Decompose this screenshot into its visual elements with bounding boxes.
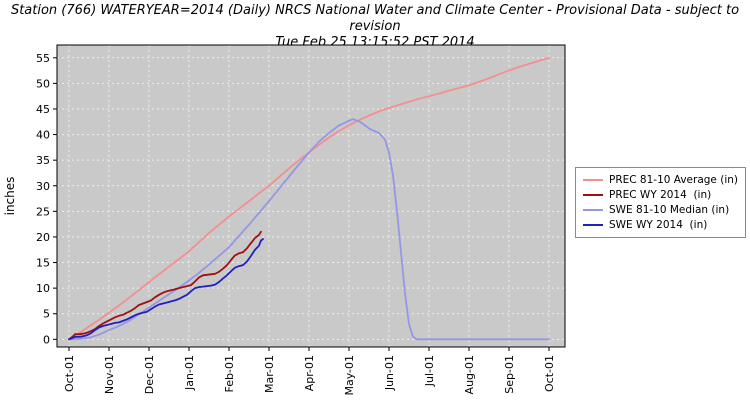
legend-label: SWE 81-10 Median (in): [609, 204, 730, 216]
chart-title: Station (766) WATERYEAR=2014 (Daily) NRC…: [10, 3, 740, 34]
y-tick-label: 20: [36, 231, 50, 244]
y-tick-label: 30: [36, 180, 50, 193]
x-tick-label: Nov-01: [103, 355, 116, 394]
legend-label: SWE WY 2014 (in): [609, 219, 708, 231]
legend-item: SWE 81-10 Median (in): [583, 204, 738, 216]
y-axis-label: inches: [3, 177, 17, 216]
legend-swatch-icon: [583, 224, 603, 226]
y-tick-label: 15: [36, 257, 50, 270]
plot-background: [57, 45, 565, 347]
plot-border: [56, 44, 566, 348]
x-tick-label: Jul-01: [423, 355, 436, 387]
x-tick-label: Aug-01: [463, 355, 476, 394]
legend-item: SWE WY 2014 (in): [583, 219, 738, 231]
x-tick-label: Sep-01: [503, 355, 516, 394]
legend-swatch-icon: [583, 179, 603, 181]
x-tick-label: Dec-01: [143, 355, 156, 394]
x-tick-label: May-01: [343, 355, 356, 396]
y-tick-label: 55: [36, 52, 50, 65]
legend-item: PREC 81-10 Average (in): [583, 174, 738, 186]
y-tick-label: 50: [36, 77, 50, 90]
series-line-3: [68, 118, 550, 341]
legend-label: PREC WY 2014 (in): [609, 189, 712, 201]
legend: PREC 81-10 Average (in) PREC WY 2014 (in)…: [575, 167, 746, 238]
x-tick-label: Mar-01: [263, 355, 276, 393]
series-line-2: [68, 230, 262, 341]
legend-swatch-icon: [583, 194, 603, 196]
legend-label: PREC 81-10 Average (in): [609, 174, 738, 186]
x-tick-label: Oct-01: [543, 355, 556, 392]
legend-swatch-icon: [583, 209, 603, 211]
x-tick-label: Oct-01: [63, 355, 76, 392]
x-tick-label: Jan-01: [183, 355, 196, 391]
y-tick-label: 40: [36, 129, 50, 142]
y-tick-label: 0: [43, 333, 50, 346]
y-tick-label: 10: [36, 282, 50, 295]
y-tick-label: 45: [36, 103, 50, 116]
x-tick-label: Apr-01: [303, 355, 316, 391]
y-tick-label: 35: [36, 154, 50, 167]
y-tick-label: 25: [36, 205, 50, 218]
x-tick-label: Feb-01: [223, 355, 236, 392]
y-tick-label: 5: [43, 308, 50, 321]
x-tick-label: Jun-01: [383, 355, 396, 391]
legend-item: PREC WY 2014 (in): [583, 189, 738, 201]
series-line-4: [68, 238, 264, 341]
